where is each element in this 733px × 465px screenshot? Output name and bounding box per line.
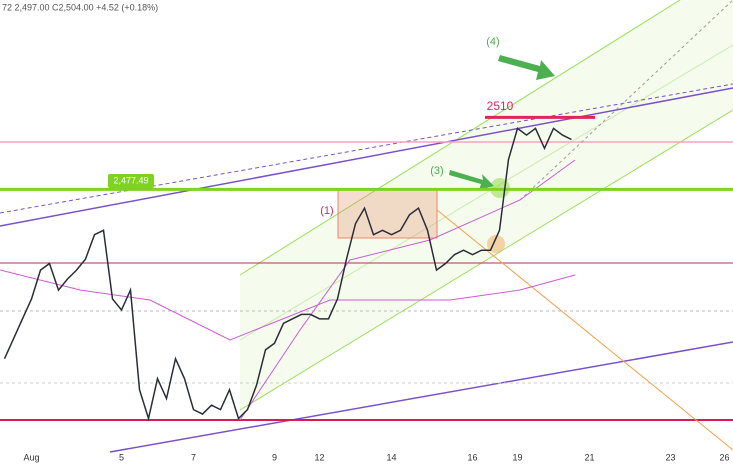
x-tick-label: 23 [665, 452, 675, 462]
arrow [449, 170, 494, 190]
price-label: 2510 [487, 99, 514, 113]
x-tick-label: 19 [512, 452, 522, 462]
moving-average [0, 269, 576, 341]
x-tick-label: 7 [191, 452, 196, 462]
channel-upper [239, 0, 681, 276]
price-label: 2,477.49 [113, 175, 148, 185]
trend-line [0, 87, 733, 227]
channel-mid [239, 44, 733, 341]
trend-line-dashed [0, 83, 733, 214]
x-tick-label: 9 [272, 452, 277, 462]
x-tick-label: 5 [119, 452, 124, 462]
wave-label: (1) [320, 205, 333, 217]
wave-label: (4) [486, 36, 499, 48]
x-tick-label: 21 [584, 452, 594, 462]
price-line [3, 127, 572, 422]
moving-average [239, 159, 576, 421]
x-tick-label: 26 [719, 452, 729, 462]
projection-line [519, 0, 733, 201]
channel-fill [240, 0, 733, 410]
x-tick-label: 12 [314, 452, 324, 462]
x-tick-label: 14 [386, 452, 396, 462]
x-tick-label: 16 [467, 452, 477, 462]
arrow [498, 55, 555, 80]
ohlc-header: 72 2,497.00 C2,504.00 +4.52 (+0.18%) [2, 2, 158, 12]
channel-lower [239, 109, 733, 411]
range-box [337, 189, 438, 239]
x-tick-label: Aug [23, 452, 39, 462]
price-tag [108, 174, 154, 188]
trend-line-lower [109, 341, 733, 453]
wave-label: (3) [430, 165, 443, 177]
